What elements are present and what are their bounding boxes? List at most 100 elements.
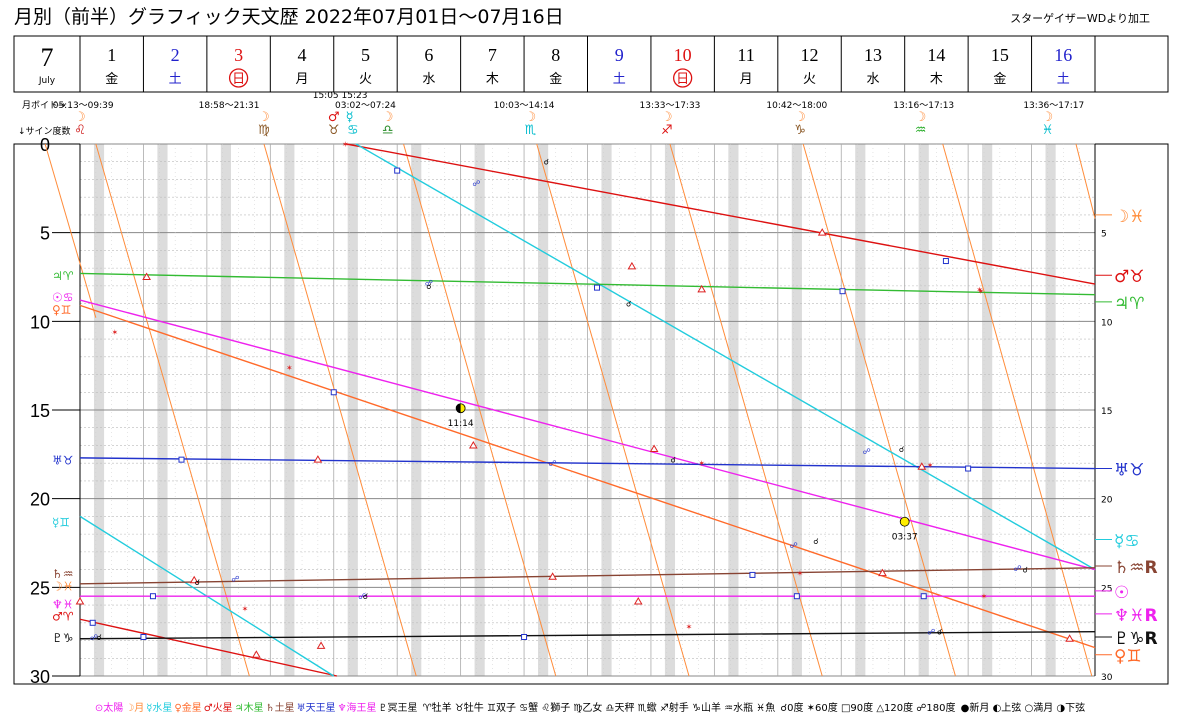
ingress-glyph: ☽ <box>74 110 86 125</box>
moon-void-time: 03:02～07:24 <box>335 101 396 111</box>
aspect-square <box>149 593 156 600</box>
y-tick-label: 20 <box>30 490 50 510</box>
ingress-glyph: ♏ <box>525 123 537 138</box>
aspect-conjunction: ☌ <box>899 445 904 454</box>
first-quarter-shade <box>456 403 461 413</box>
aspect-trine <box>917 462 927 470</box>
legend-item: ♃木星 <box>234 703 264 714</box>
ingress-glyph: ☽ <box>794 110 806 125</box>
aspect-conjunction: ☌ <box>544 158 549 167</box>
aspect-square <box>920 593 927 600</box>
legend-item: ♅天王星 <box>296 703 336 714</box>
right-planet-label: ☽♓ <box>1114 207 1144 227</box>
page-title: 月別（前半）グラフィック天文歴 2022年07月01日～07月16日 <box>14 6 564 28</box>
aspect-square <box>942 258 949 265</box>
weekday-label: 水 <box>422 72 435 87</box>
aspect-opposition: ☍ <box>549 459 557 468</box>
moon-void-time: 13:16～17:13 <box>893 101 954 111</box>
ephemeris-chart: 7 July 1 金 2 土 3 日 4 月 5 火 6 水 7 木 8 金 9 土 10 日 11 月 12 火 13 水 14 木 15… <box>13 35 1169 687</box>
aspect-trine <box>649 444 659 453</box>
planet-line <box>1075 143 1096 219</box>
ingress-glyph: ♌ <box>74 123 86 138</box>
planet-line <box>802 143 956 677</box>
left-planet-label: ♀♊ <box>52 303 72 317</box>
day-number: 13 <box>864 45 882 65</box>
planet-line <box>44 143 97 318</box>
aspect-sextile: ✶ <box>686 622 693 631</box>
y-tick-label-right: 20 <box>1101 496 1113 506</box>
left-planet-label: ☽♓ <box>52 580 74 594</box>
right-planet-label: ☿♋ <box>1114 531 1140 551</box>
ingress-glyph: ♋ <box>347 123 359 138</box>
day-number: 8 <box>551 45 560 65</box>
legend-item: ♆海王星 <box>337 703 377 714</box>
ingress-glyph: ♒ <box>915 123 927 138</box>
ingress-glyph: ♑ <box>794 123 806 138</box>
ingress-glyph: ♍ <box>258 123 270 138</box>
aspect-conjunction: ☌ <box>195 578 200 587</box>
day-number: 1 <box>107 45 116 65</box>
aspect-conjunction: ☌ <box>626 300 631 309</box>
weekday-label: 金 <box>549 71 562 87</box>
aspect-conjunction: ☌ <box>426 282 431 291</box>
aspect-sextile: ✶ <box>797 569 804 578</box>
y-tick-label-right: 25 <box>1101 584 1112 594</box>
ingress-glyph: ☽ <box>258 110 270 125</box>
planet-line <box>355 143 1096 571</box>
aspect-trine <box>548 572 557 580</box>
ingress-glyph: ☿ <box>346 110 354 125</box>
sunday-circle <box>228 68 249 88</box>
aspect-trine <box>627 261 637 270</box>
ingress-glyph: ☽ <box>661 110 673 125</box>
full-moon-marker <box>899 516 910 527</box>
aspect-sextile: ✶ <box>242 605 249 614</box>
aspect-sextile: ✶ <box>286 363 293 372</box>
aspect-sextile: ✶ <box>977 287 984 296</box>
day-number: 3 <box>234 45 243 65</box>
day-number: 7 <box>488 45 497 65</box>
aspect-square <box>965 465 972 472</box>
aspect-square <box>89 619 96 626</box>
weekday-label: 月 <box>740 72 753 87</box>
day-number: 10 <box>674 45 692 65</box>
weekday-label: 木 <box>930 72 943 87</box>
planet-line <box>79 618 338 677</box>
month-number: 7 <box>41 43 54 72</box>
left-planet-label: ♅♉ <box>52 454 74 468</box>
aspect-square <box>330 389 337 396</box>
weekday-label: 月 <box>296 72 309 87</box>
aspect-conjunction: ☌ <box>363 592 368 601</box>
aspect-opposition: ☍ <box>425 278 433 287</box>
plot-frame <box>13 143 1169 685</box>
void-row-label: 月ボイド→ <box>22 100 66 111</box>
legend-item: ♈牡羊 ♉牡牛 ♊双子 ♋蟹 ♌獅子 ♍乙女 ♎天秤 ♏蠍 ♐射手 ♑山羊 ♒水… <box>419 703 776 714</box>
planet-line <box>346 143 1096 285</box>
aspect-trine <box>142 272 151 280</box>
weekday-label: 木 <box>486 72 499 87</box>
planet-line <box>263 143 417 677</box>
planet-line <box>79 630 1096 640</box>
ingress-glyph: ☽ <box>382 110 394 125</box>
day-number: 4 <box>298 45 307 65</box>
aspect-trine <box>313 455 323 463</box>
aspect-trine <box>1065 634 1075 642</box>
aspect-trine <box>697 284 707 293</box>
legend-item: ♇冥王星 <box>378 703 418 714</box>
day-number: 9 <box>615 45 624 65</box>
aspect-trine <box>878 568 887 577</box>
planet-line <box>536 143 690 677</box>
aspect-conjunction: ☌ <box>670 456 675 465</box>
ingress-glyph: ☽ <box>1042 110 1054 125</box>
moon-void-time: 18:58～21:31 <box>199 101 260 111</box>
aspect-opposition: ☍ <box>790 541 798 550</box>
ingress-glyph: ♐ <box>661 123 673 138</box>
y-tick-label-right: 10 <box>1101 318 1113 328</box>
moon-void-time: 13:33～17:33 <box>640 101 701 111</box>
aspect-trine <box>633 597 643 605</box>
right-planet-label: ☉ <box>1114 583 1129 603</box>
y-tick-label: 30 <box>30 667 50 687</box>
weekday-label: 金 <box>993 71 1006 87</box>
planet-line <box>403 143 557 677</box>
aspect-sextile: ✶ <box>981 592 988 601</box>
y-tick-label: 10 <box>30 312 50 332</box>
